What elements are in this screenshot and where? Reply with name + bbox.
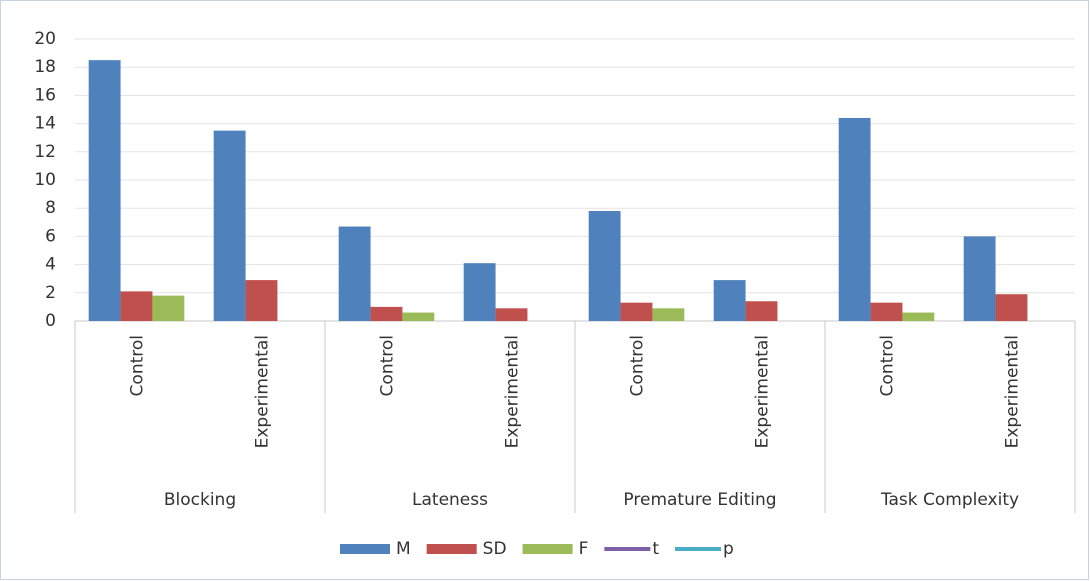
bar [652,308,685,321]
legend-label: M [396,539,411,559]
legend-swatch [522,544,573,554]
y-tick-label: 18 [34,57,56,77]
group-label: Premature Editing [623,490,776,510]
group-label: Task Complexity [880,490,1019,510]
y-tick-label: 14 [34,114,56,134]
bar [745,301,778,321]
bar [245,280,278,321]
legend-label: SD [483,539,507,559]
bar [870,302,903,321]
bar [838,117,871,322]
x-tick-label: Experimental [753,335,773,448]
y-tick-label: 6 [45,226,56,246]
bar [902,312,935,321]
bar [463,263,496,321]
y-tick-label: 0 [45,311,56,331]
group-label: Lateness [412,490,488,510]
bar [402,312,435,321]
legend-label: p [723,539,734,559]
bar [88,60,121,322]
bar [370,306,403,321]
x-tick-label: Control [128,335,148,396]
bar [152,295,185,321]
bar [995,294,1028,321]
x-tick-label: Experimental [253,335,273,448]
y-tick-label: 8 [45,198,56,218]
legend-swatch [340,544,390,554]
x-tick-label: Control [628,335,648,396]
y-tick-label: 2 [45,283,56,303]
bar [120,291,153,321]
legend-swatch [426,544,477,554]
bar [713,280,746,321]
y-tick-label: 16 [34,85,56,105]
bar [338,226,371,321]
bar [620,302,653,321]
x-tick-label: Experimental [503,335,523,448]
legend-label: F [579,539,589,559]
legend-label: t [652,539,659,559]
y-tick-label: 20 [34,29,56,49]
x-tick-label: Experimental [1003,335,1023,448]
x-tick-label: Control [878,335,898,396]
group-label: Blocking [164,490,236,510]
y-tick-label: 4 [45,255,56,275]
bar [963,236,996,321]
bar [588,211,621,321]
bar [495,308,528,321]
x-tick-label: Control [378,335,398,396]
bar [213,130,246,321]
y-tick-label: 12 [34,142,56,162]
y-tick-label: 10 [34,170,56,190]
